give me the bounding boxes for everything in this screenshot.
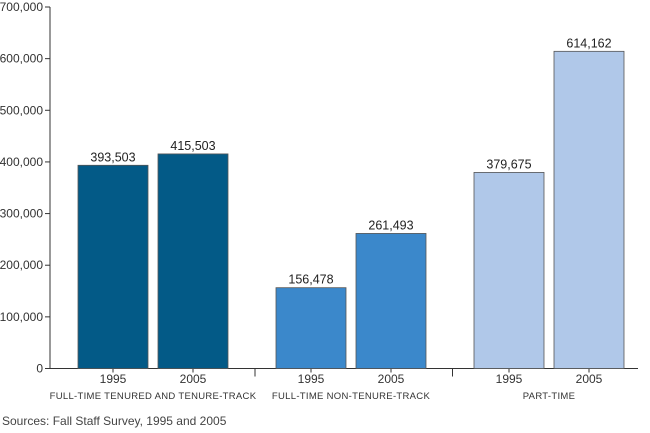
bar[interactable] [473,172,545,369]
y-tick-label: 500,000 [0,103,43,117]
y-tick-label: 700,000 [0,0,43,14]
axes: 0 100,000 200,000 300,000 400,000 500,000 600,… [0,0,638,377]
y-tick-label: 600,000 [0,52,43,66]
y-tick-label: 100,000 [0,310,43,324]
bar-value-label: 614,162 [566,36,611,50]
bar[interactable] [77,164,149,369]
bar-value-label: 379,675 [486,157,531,171]
bar[interactable] [355,233,427,369]
bar[interactable] [275,287,347,369]
bar-value-label: 261,493 [368,218,413,232]
bar[interactable] [553,50,625,369]
y-tick-label: 200,000 [0,258,43,272]
x-tick-label-year: 2005 [378,372,405,386]
y-tick-label: 300,000 [0,207,43,221]
y-tick-label: 400,000 [0,155,43,169]
bar-value-label: 415,503 [170,139,215,153]
group-label: FULL-TIME TENURED AND TENURE-TRACK [50,391,257,402]
group-label: PART-TIME [523,391,576,402]
x-tick-label-year: 1995 [298,372,325,386]
labels: 393,503 1995 415,503 2005 FULL-TIME TENURED … [50,36,612,402]
group-label: FULL-TIME NON-TENURE-TRACK [272,391,431,402]
y-tick-label: 0 [36,362,43,376]
bar-value-label: 156,478 [288,273,333,287]
bar-value-label: 393,503 [90,150,135,164]
x-tick-label-year: 1995 [496,372,523,386]
x-tick-label-year: 2005 [180,372,207,386]
x-tick-label-year: 1995 [100,372,127,386]
x-tick-label-year: 2005 [576,372,603,386]
source-note: Sources: Fall Staff Survey, 1995 and 200… [2,414,227,428]
bar[interactable] [157,153,229,369]
bars [77,50,625,369]
